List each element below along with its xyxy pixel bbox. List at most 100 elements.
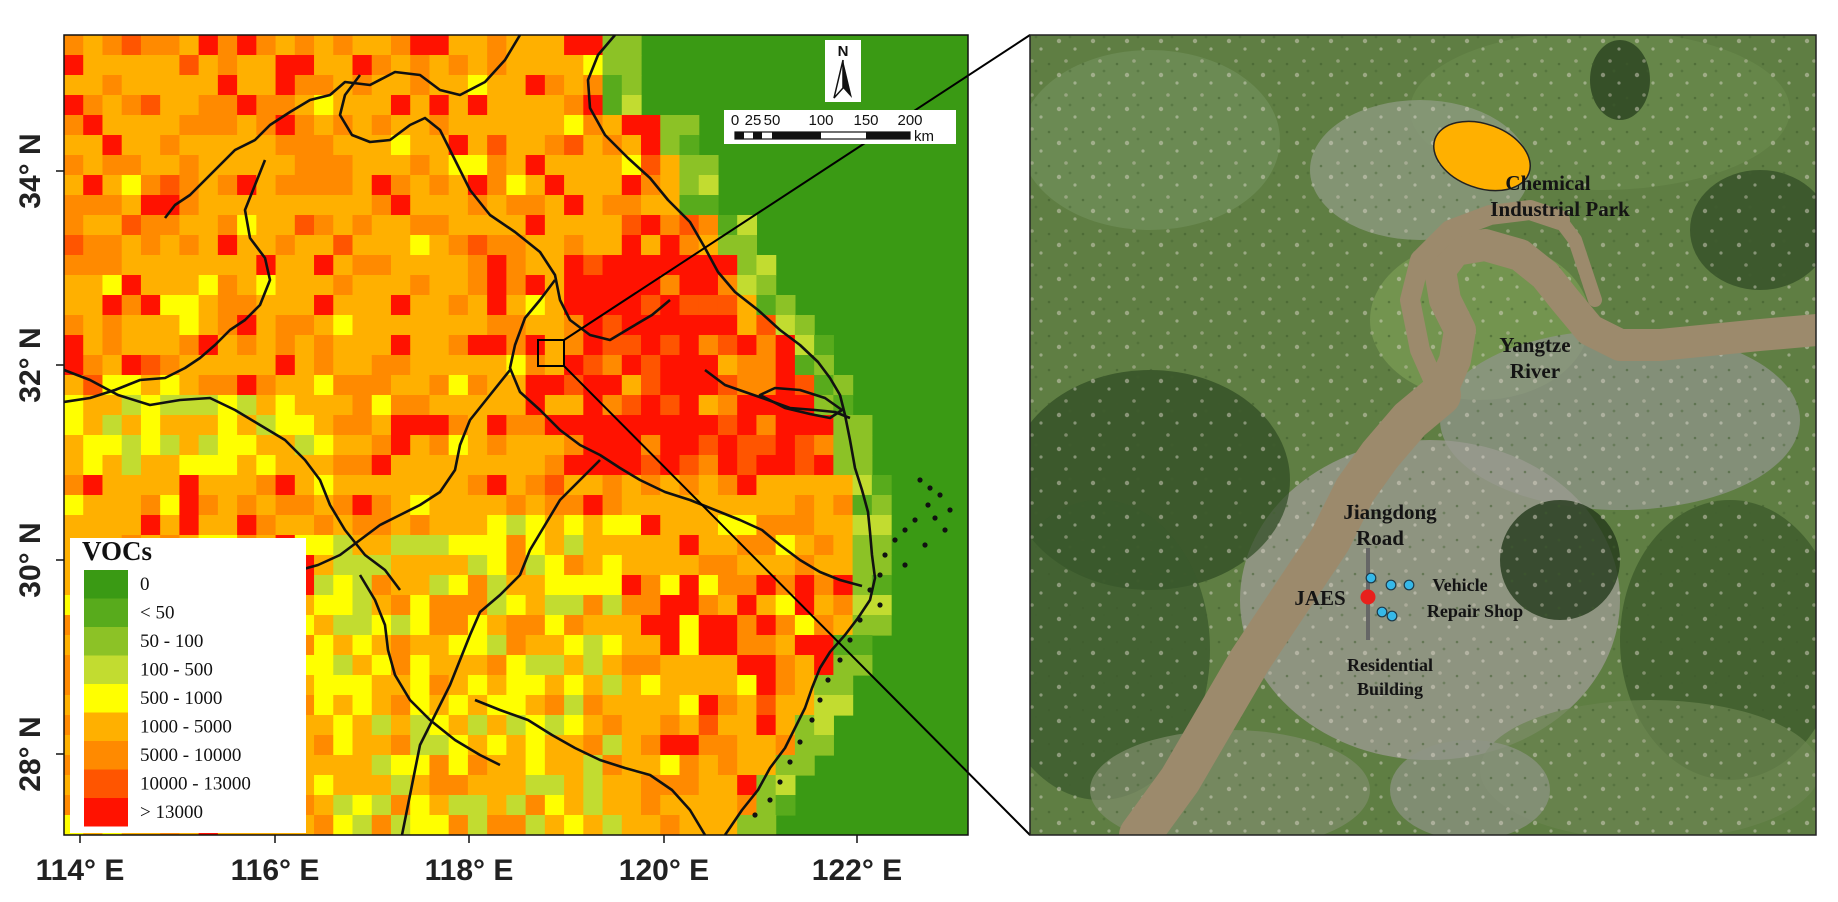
grid-cell <box>583 295 604 316</box>
grid-cell <box>275 395 296 416</box>
grid-cell <box>102 155 123 176</box>
grid-cell <box>179 135 200 156</box>
grid-cell <box>314 695 334 716</box>
grid-cell <box>467 455 488 476</box>
grid-cell <box>64 315 84 336</box>
grid-cell <box>544 335 565 356</box>
grid-cell <box>717 235 738 256</box>
grid-cell <box>448 355 469 376</box>
grid-cell <box>121 435 142 456</box>
grid-cell <box>602 215 623 236</box>
grid-cell <box>275 95 296 116</box>
grid-cell <box>64 455 84 476</box>
grid-cell <box>525 675 546 696</box>
grid-cell <box>487 235 507 256</box>
grid-cell <box>506 295 527 316</box>
grid-cell <box>333 175 354 196</box>
grid-cell <box>410 435 431 456</box>
grid-cell <box>314 375 334 396</box>
grid-cell <box>679 595 700 616</box>
grid-cell <box>564 95 584 116</box>
grid-cell <box>564 395 584 416</box>
grid-cell <box>775 375 796 396</box>
grid-cell <box>83 435 104 456</box>
grid-cell <box>737 235 758 256</box>
grid-cell <box>333 155 354 176</box>
grid-cell <box>237 155 257 176</box>
grid-cell <box>737 555 758 576</box>
grid-cell <box>679 735 700 756</box>
grid-cell <box>179 195 200 216</box>
grid-cell <box>717 515 738 536</box>
grid-cell <box>679 375 700 396</box>
grid-cell <box>871 535 892 556</box>
grid-cell <box>756 535 777 556</box>
grid-cell <box>717 475 738 496</box>
grid-cell <box>371 455 392 476</box>
grid-cell <box>467 695 488 716</box>
grid-cell <box>102 115 123 136</box>
grid-cell <box>698 475 719 496</box>
grid-cell <box>621 635 642 656</box>
grid-cell <box>217 195 238 216</box>
grid-cell <box>83 295 104 316</box>
river-lower <box>1119 374 1461 835</box>
grid-cell <box>429 615 450 636</box>
grid-cell <box>487 555 507 576</box>
y-tick-30: 30° N <box>14 522 47 597</box>
grid-cell <box>371 155 392 176</box>
grid-cell <box>371 355 392 376</box>
grid-cell <box>371 735 392 756</box>
grid-cell <box>717 715 738 736</box>
grid-cell <box>564 595 584 616</box>
grid-cell <box>775 315 796 336</box>
grid-cell <box>333 355 354 376</box>
grid-cell <box>487 275 507 296</box>
grid-cell <box>217 255 238 276</box>
grid-cell <box>506 515 527 536</box>
grid-cell <box>275 75 296 96</box>
grid-cell <box>352 155 373 176</box>
grid-cell <box>217 155 238 176</box>
grid-cell <box>525 655 546 676</box>
label-chemical: Chemical <box>1505 171 1590 195</box>
grid-cell <box>487 155 507 176</box>
grid-cell <box>83 495 104 516</box>
grid-cell <box>448 375 469 396</box>
grid-cell <box>410 395 431 416</box>
grid-cell <box>467 235 488 256</box>
grid-cell <box>390 755 411 776</box>
legend-title: VOCs <box>82 536 152 566</box>
grid-cell <box>525 795 546 816</box>
grid-cell <box>564 355 584 376</box>
grid-cell <box>660 335 681 356</box>
grid-cell <box>679 135 700 156</box>
grid-cell <box>525 135 546 156</box>
grid-cell <box>737 295 758 316</box>
grid-cell <box>814 715 834 736</box>
grid-cell <box>544 155 565 176</box>
grid-cell <box>506 235 527 256</box>
grid-cell <box>756 315 777 336</box>
legend-swatch <box>84 741 128 770</box>
grid-cell <box>814 635 834 656</box>
grid-cell <box>467 55 488 76</box>
island-dot <box>857 617 863 623</box>
grid-cell <box>564 735 584 756</box>
grid-cell <box>621 595 642 616</box>
grid-cell <box>564 75 584 96</box>
grid-cell <box>467 295 488 316</box>
grid-cell <box>621 335 642 356</box>
grid-cell <box>121 175 142 196</box>
axis-ticks <box>56 170 858 843</box>
grid-cell <box>525 275 546 296</box>
grid-cell <box>371 815 392 835</box>
grid-cell <box>314 175 334 196</box>
grid-cell <box>333 655 354 676</box>
yangtze-river <box>1119 200 1816 835</box>
grid-cell <box>814 495 834 516</box>
grid-cell <box>198 95 219 116</box>
grid-cell <box>525 775 546 796</box>
grid-cell <box>448 535 469 556</box>
grid-cell <box>544 55 565 76</box>
